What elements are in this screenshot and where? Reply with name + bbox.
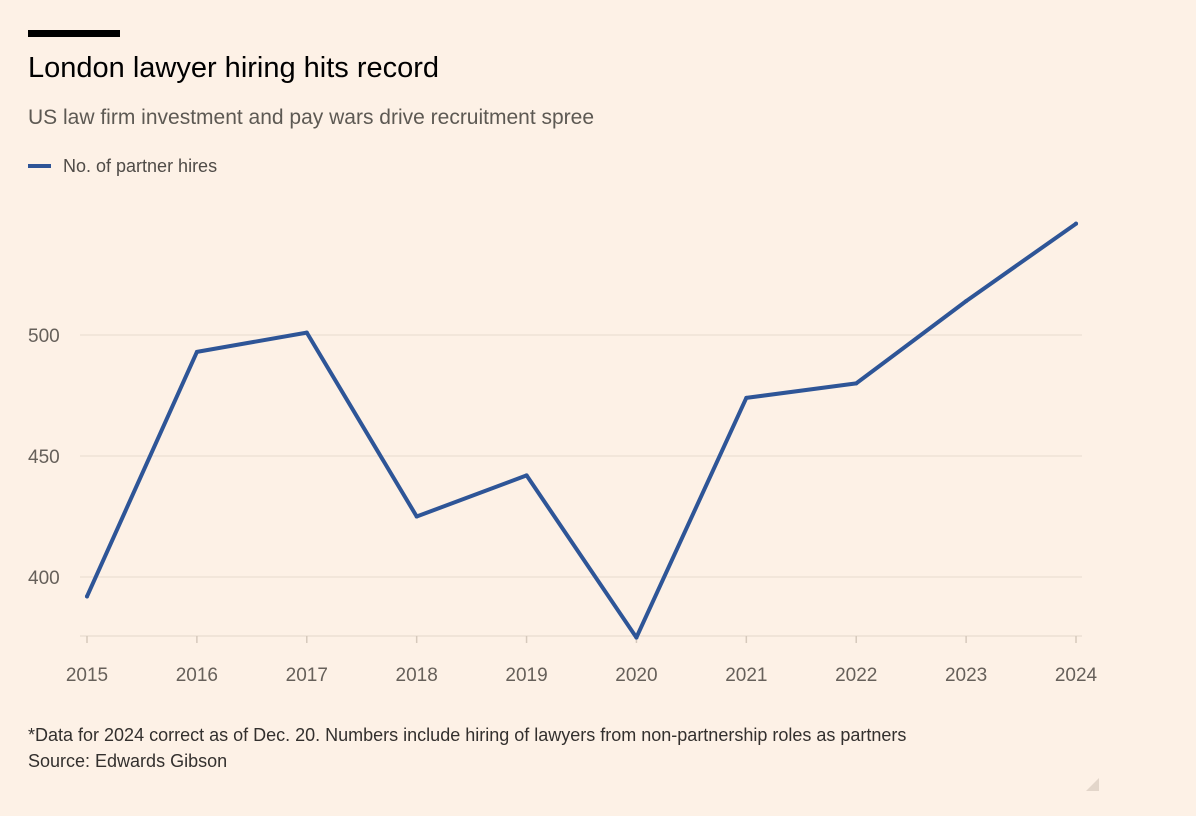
x-tick-label: 2023 bbox=[945, 665, 987, 686]
y-tick-label: 400 bbox=[28, 568, 60, 589]
chart-legend: No. of partner hires bbox=[28, 153, 217, 179]
legend-label: No. of partner hires bbox=[63, 155, 218, 176]
data-point bbox=[1074, 221, 1078, 226]
data-point bbox=[194, 349, 199, 354]
header-accent-bar bbox=[28, 30, 120, 37]
data-point bbox=[524, 473, 529, 478]
data-point bbox=[854, 381, 859, 386]
data-point bbox=[85, 594, 89, 599]
series-line bbox=[85, 221, 1078, 640]
x-tick-label: 2024 bbox=[1055, 665, 1098, 686]
data-point bbox=[964, 299, 969, 304]
x-tick-label: 2022 bbox=[835, 665, 877, 686]
chart-title: London lawyer hiring hits record bbox=[28, 52, 440, 84]
x-tick-label: 2019 bbox=[505, 665, 547, 686]
x-tick-label: 2017 bbox=[286, 665, 328, 686]
x-tick-label: 2015 bbox=[66, 665, 108, 686]
x-tick-label: 2020 bbox=[615, 665, 657, 686]
y-tick-label: 450 bbox=[28, 447, 60, 468]
chart-footnote: *Data for 2024 correct as of Dec. 20. Nu… bbox=[28, 725, 907, 745]
x-tick-label: 2016 bbox=[176, 665, 218, 686]
y-tick-label: 500 bbox=[28, 326, 60, 347]
x-tick-label: 2018 bbox=[396, 665, 438, 686]
data-point bbox=[304, 330, 309, 335]
chart-subtitle: US law firm investment and pay wars driv… bbox=[28, 106, 595, 129]
legend-swatch bbox=[28, 164, 51, 168]
x-tick-label: 2021 bbox=[725, 665, 767, 686]
resize-grip-icon bbox=[1086, 778, 1099, 791]
data-point bbox=[634, 635, 639, 640]
data-point bbox=[414, 514, 419, 519]
data-point bbox=[744, 395, 749, 400]
chart-source: Source: Edwards Gibson bbox=[28, 751, 228, 771]
